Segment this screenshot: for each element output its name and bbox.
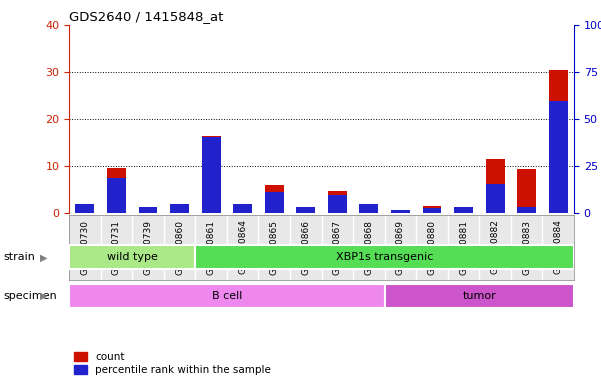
Bar xyxy=(76,204,94,213)
Bar xyxy=(517,169,536,213)
Text: GDS2640 / 1415848_at: GDS2640 / 1415848_at xyxy=(69,10,224,23)
Bar xyxy=(517,207,536,213)
Text: XBP1s transgenic: XBP1s transgenic xyxy=(336,252,433,262)
FancyBboxPatch shape xyxy=(69,245,195,270)
Bar xyxy=(264,192,284,213)
Bar xyxy=(423,209,441,213)
Text: GSM160880: GSM160880 xyxy=(427,220,436,275)
Bar xyxy=(76,209,94,213)
Bar xyxy=(139,207,157,213)
Bar xyxy=(486,159,504,213)
Bar xyxy=(549,101,567,213)
Text: GSM160865: GSM160865 xyxy=(270,220,279,275)
Text: ▶: ▶ xyxy=(40,252,47,262)
Bar xyxy=(423,206,441,213)
Legend: count, percentile rank within the sample: count, percentile rank within the sample xyxy=(75,352,271,375)
Text: GSM160731: GSM160731 xyxy=(112,220,121,275)
Text: B cell: B cell xyxy=(212,291,242,301)
Bar xyxy=(359,209,379,213)
Bar xyxy=(328,195,347,213)
Text: GSM160866: GSM160866 xyxy=(301,220,310,275)
Text: GSM160739: GSM160739 xyxy=(144,220,153,275)
Text: ▶: ▶ xyxy=(40,291,47,301)
Bar xyxy=(454,207,473,213)
Bar xyxy=(264,185,284,213)
FancyBboxPatch shape xyxy=(385,283,574,308)
Bar xyxy=(328,190,347,213)
Text: GSM160867: GSM160867 xyxy=(333,220,342,275)
Bar xyxy=(139,207,157,213)
Bar xyxy=(233,204,252,213)
Text: GSM160882: GSM160882 xyxy=(490,220,499,275)
Text: GSM160730: GSM160730 xyxy=(81,220,90,275)
Text: strain: strain xyxy=(3,252,35,262)
Text: GSM160868: GSM160868 xyxy=(364,220,373,275)
Bar xyxy=(296,207,315,213)
Bar xyxy=(170,204,189,213)
Text: GSM160883: GSM160883 xyxy=(522,220,531,275)
Bar xyxy=(391,210,410,213)
Text: GSM160881: GSM160881 xyxy=(459,220,468,275)
FancyBboxPatch shape xyxy=(69,283,385,308)
Bar xyxy=(107,178,126,213)
Text: GSM160884: GSM160884 xyxy=(554,220,563,275)
Bar xyxy=(296,209,315,213)
Text: GSM160861: GSM160861 xyxy=(207,220,216,275)
Text: GSM160860: GSM160860 xyxy=(175,220,184,275)
Bar xyxy=(233,211,252,213)
Bar xyxy=(170,211,189,213)
Text: wild type: wild type xyxy=(107,252,157,262)
Bar xyxy=(359,204,379,213)
Bar xyxy=(486,184,504,213)
Bar xyxy=(201,137,221,213)
Text: tumor: tumor xyxy=(462,291,496,301)
Bar xyxy=(454,207,473,213)
Text: specimen: specimen xyxy=(3,291,56,301)
Bar xyxy=(549,70,567,213)
Bar xyxy=(391,211,410,213)
Text: GSM160869: GSM160869 xyxy=(396,220,405,275)
Bar xyxy=(201,136,221,213)
Bar xyxy=(107,169,126,213)
Text: GSM160864: GSM160864 xyxy=(238,220,247,275)
FancyBboxPatch shape xyxy=(195,245,574,270)
